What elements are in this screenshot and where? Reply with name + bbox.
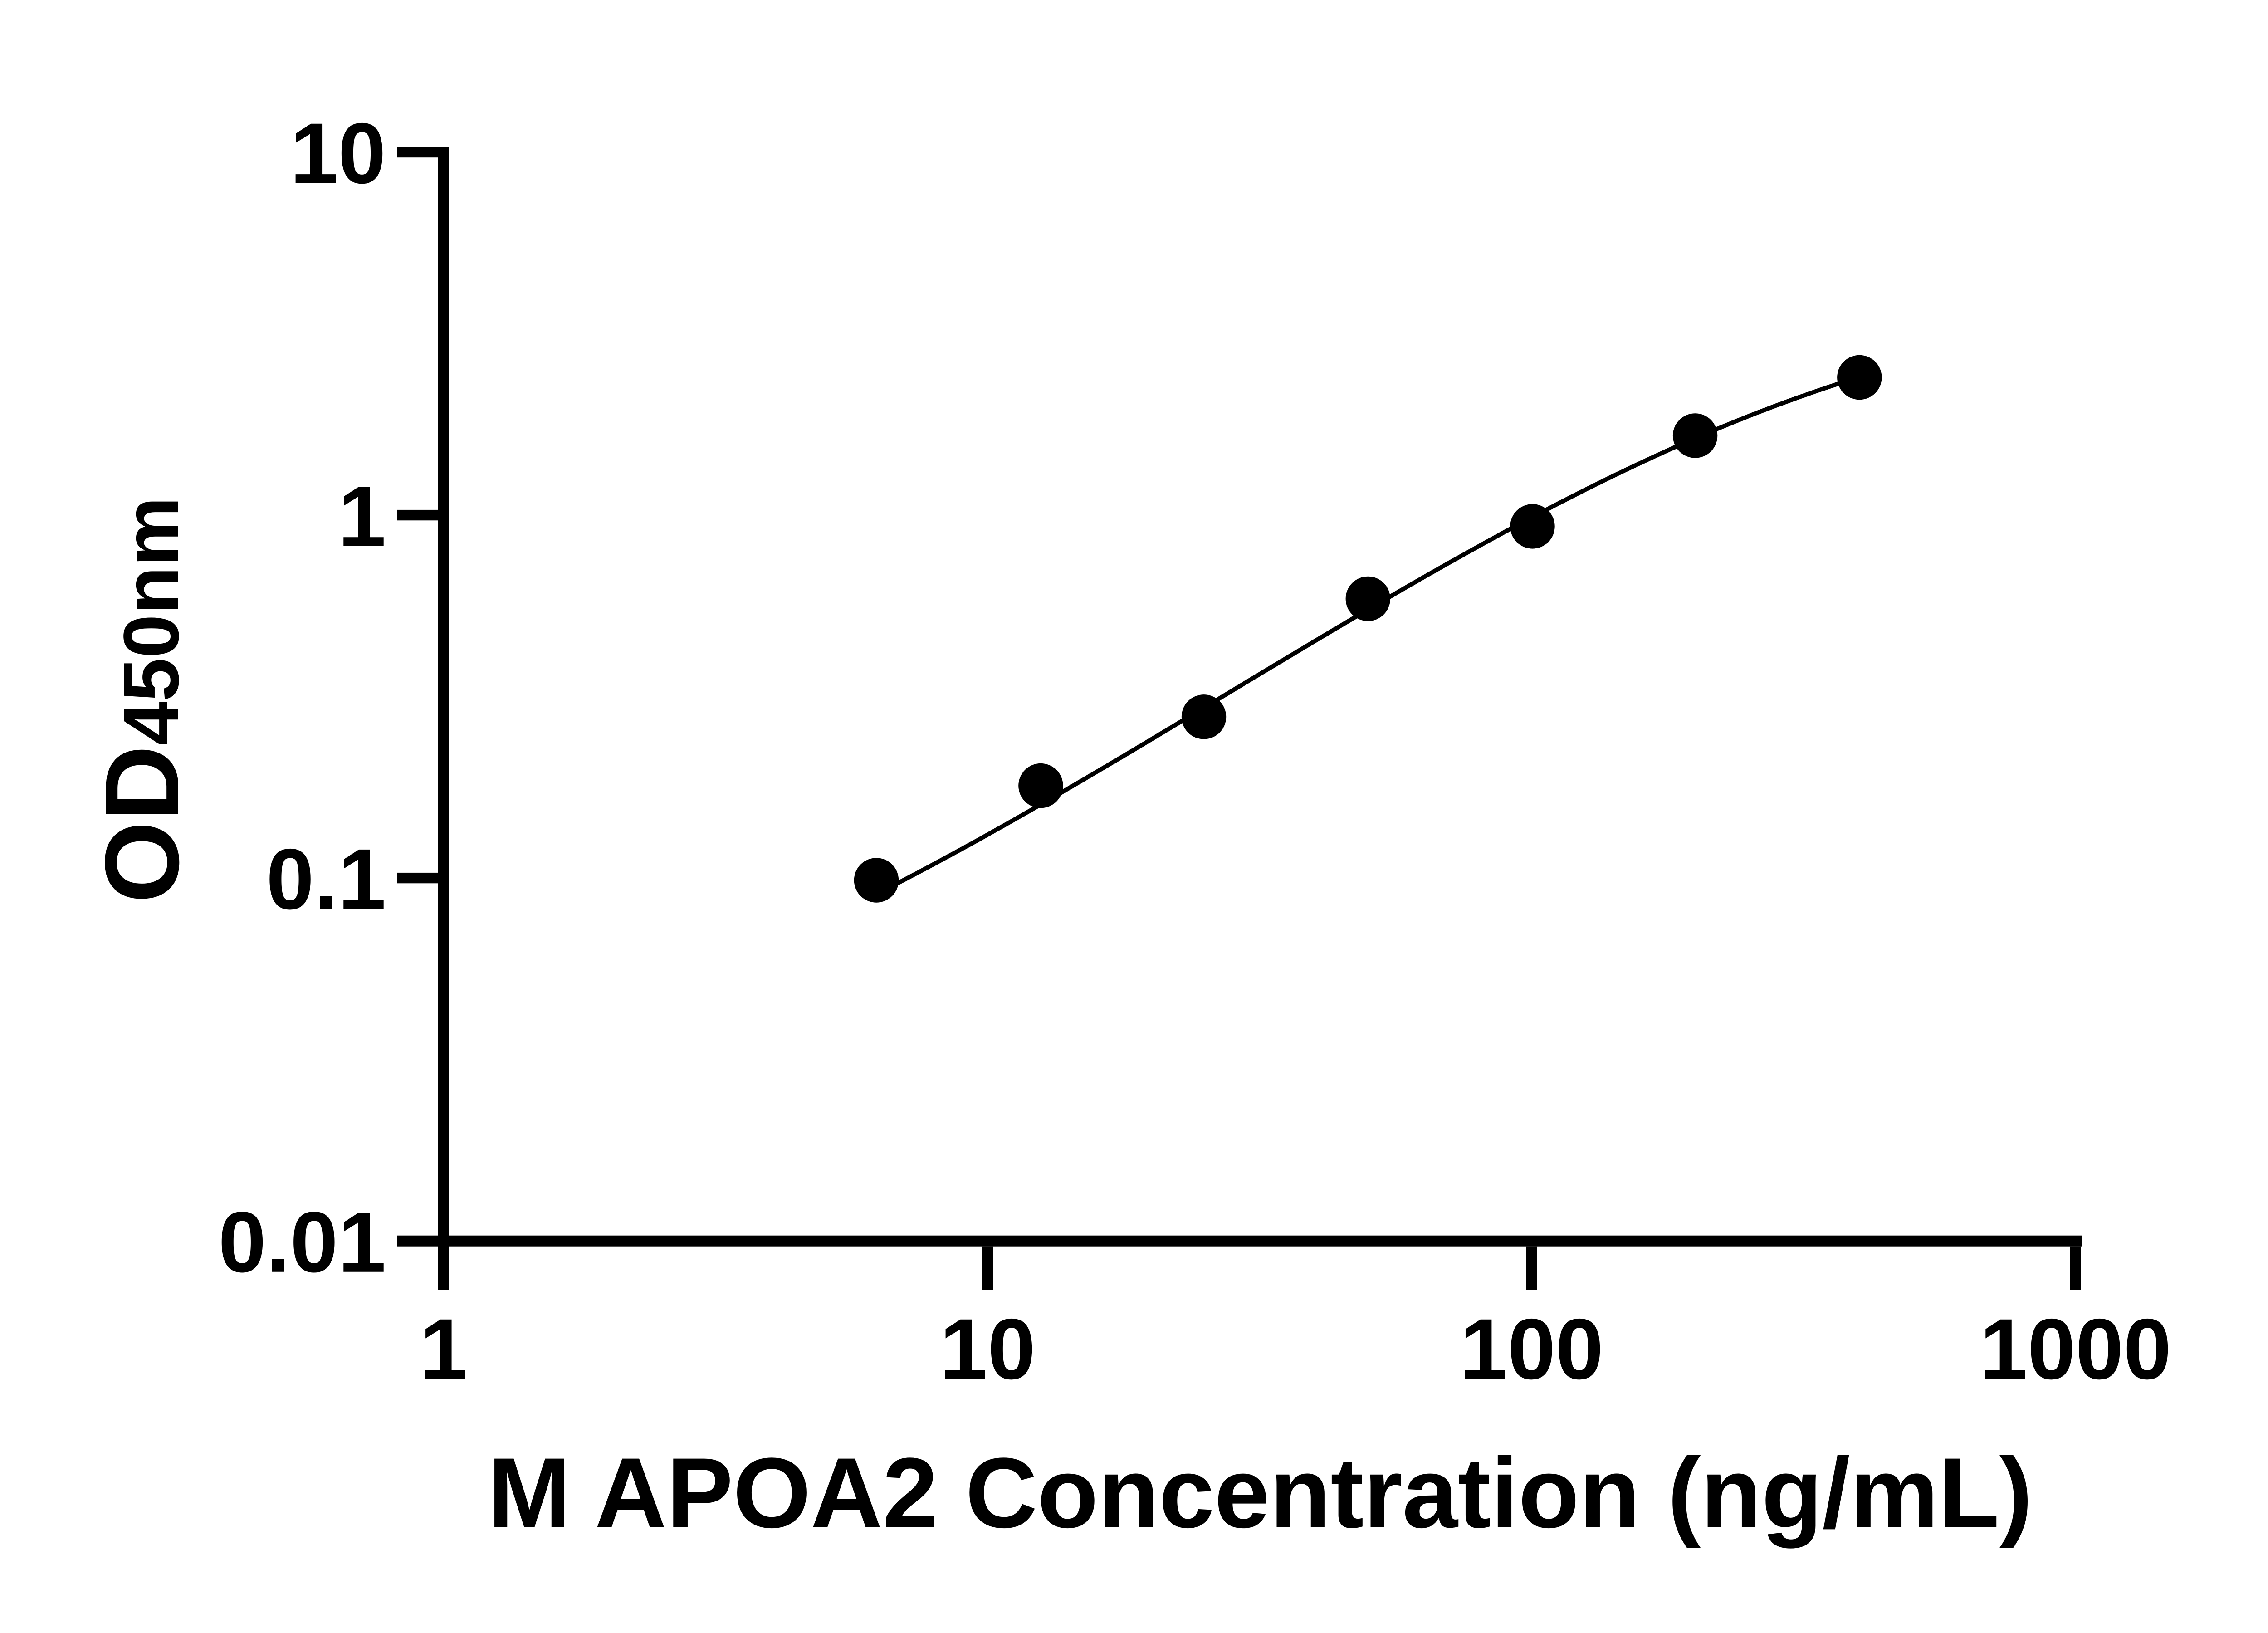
svg-text:10: 10: [940, 1301, 1036, 1398]
svg-text:0.1: 0.1: [266, 831, 386, 928]
svg-text:M APOA2 Concentration (ng/mL): M APOA2 Concentration (ng/mL): [488, 1437, 2032, 1549]
svg-text:1000: 1000: [1980, 1301, 2171, 1398]
svg-text:0.01: 0.01: [218, 1194, 386, 1291]
svg-text:OD450nm: OD450nm: [83, 497, 201, 903]
svg-text:1: 1: [338, 469, 386, 565]
svg-text:10: 10: [290, 106, 386, 202]
svg-text:100: 100: [1460, 1301, 1603, 1398]
svg-text:1: 1: [420, 1301, 468, 1398]
